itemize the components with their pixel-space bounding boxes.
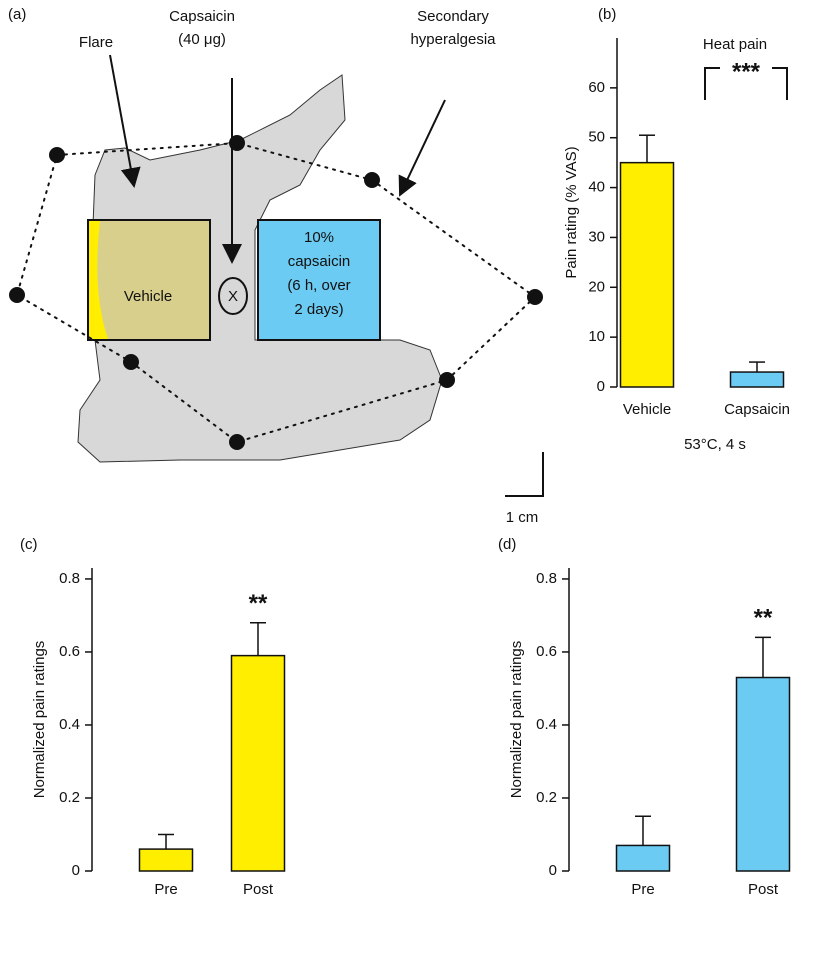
- y-tick-label: 0.4: [536, 716, 557, 733]
- label: Capsaicin: [169, 8, 235, 25]
- significance: **: [754, 605, 773, 632]
- arrow: [109, 54, 141, 188]
- label: (6 h, over: [287, 277, 350, 294]
- injection-site: [218, 277, 248, 315]
- bar: [230, 654, 286, 872]
- bar: [138, 848, 194, 872]
- y-axis-label: Normalized pain ratings: [508, 641, 525, 799]
- flare-overlap: [89, 221, 108, 339]
- label: 10%: [304, 229, 334, 246]
- y-tick-label: 0.2: [59, 789, 80, 806]
- injection-mark: X: [228, 288, 238, 305]
- y-tick-label: 0.6: [59, 643, 80, 660]
- x-tick-label: Post: [243, 881, 274, 898]
- bar: [729, 371, 785, 388]
- significance: **: [249, 590, 268, 617]
- label: Secondary: [417, 8, 489, 25]
- x-tick-label: Post: [748, 881, 779, 898]
- y-tick-label: 0: [549, 862, 557, 879]
- y-tick-label: 0: [72, 862, 80, 879]
- capsaicin-patch: [257, 219, 381, 341]
- scale-label: 1 cm: [506, 509, 539, 526]
- label: 2 days): [294, 301, 343, 318]
- x-tick-label: Capsaicin: [724, 401, 790, 418]
- y-tick-label: 60: [588, 79, 605, 96]
- bar: [615, 844, 671, 872]
- panel-label: (c): [20, 536, 38, 553]
- panel-label: (a): [8, 6, 26, 23]
- x-tick-label: Vehicle: [623, 401, 671, 418]
- y-tick-label: 50: [588, 129, 605, 146]
- y-tick-label: 30: [588, 228, 605, 245]
- label: Flare: [79, 34, 113, 51]
- y-tick-label: 0: [597, 378, 605, 395]
- scale-bar: [505, 452, 544, 497]
- chart-title: Heat pain: [703, 36, 767, 53]
- label: Vehicle: [124, 288, 172, 305]
- y-axis-label: Pain rating (% VAS): [563, 146, 580, 278]
- bracket-gap: [720, 60, 772, 76]
- significance: ***: [732, 58, 761, 85]
- y-tick-label: 10: [588, 328, 605, 345]
- y-tick-label: 0.2: [536, 789, 557, 806]
- y-tick-label: 0.8: [59, 570, 80, 587]
- label: capsaicin: [288, 253, 351, 270]
- y-tick-label: 40: [588, 179, 605, 196]
- test-points: [9, 135, 543, 450]
- vehicle-patch: [87, 219, 211, 341]
- arrow: [398, 99, 446, 197]
- bar: [735, 676, 791, 872]
- label: (40 μg): [178, 31, 226, 48]
- y-tick-label: 20: [588, 278, 605, 295]
- panel-label: (d): [498, 536, 516, 553]
- panel-a: (a) X Flare Capsaicin (40 μg) Secondary …: [8, 6, 544, 526]
- y-tick-label: 0.6: [536, 643, 557, 660]
- label: hyperalgesia: [410, 31, 496, 48]
- x-axis-label: 53°C, 4 s: [684, 436, 746, 453]
- y-tick-label: 0.8: [536, 570, 557, 587]
- x-tick-label: Pre: [154, 881, 177, 898]
- x-tick-label: Pre: [631, 881, 654, 898]
- panel-label: (b): [598, 6, 616, 23]
- y-axis-label: Normalized pain ratings: [31, 641, 48, 799]
- y-tick-label: 0.4: [59, 716, 80, 733]
- bar: [619, 161, 675, 388]
